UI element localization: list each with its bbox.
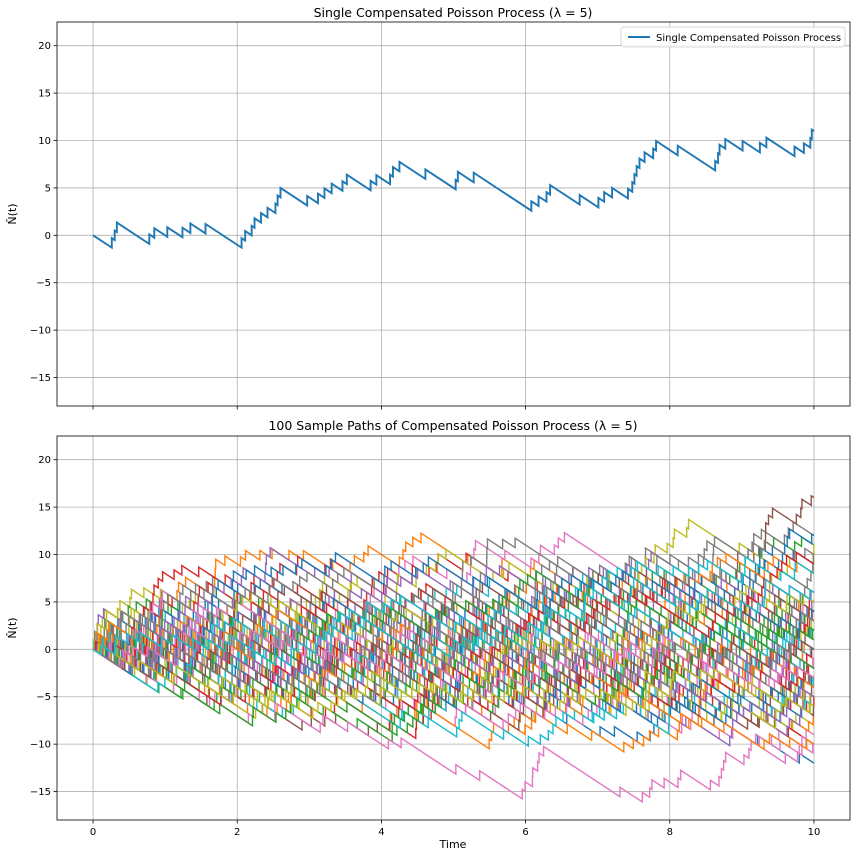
x-tick-label: 0 — [90, 827, 96, 838]
sample-path-line — [92, 599, 815, 703]
sample-path-line — [92, 648, 815, 804]
sample-path-line — [92, 555, 815, 675]
y-tick-label: 0 — [45, 645, 51, 656]
series-line — [92, 127, 815, 250]
sample-path-line — [92, 625, 815, 700]
top-series — [92, 127, 815, 250]
x-tick-label: 8 — [667, 827, 673, 838]
sample-path-line — [92, 569, 815, 661]
y-tick-label: 5 — [45, 597, 51, 608]
bottom-yticks: −15 −10 −5 0 5 10 15 20 — [30, 455, 57, 798]
bottom-plot-frame — [56, 435, 851, 821]
top-plot-frame — [56, 21, 851, 407]
y-tick-label: −15 — [30, 787, 51, 798]
x-tick-label: 4 — [378, 827, 384, 838]
sample-path-line — [92, 609, 815, 696]
y-tick-label: 0 — [45, 231, 51, 242]
x-tick-label: 6 — [522, 827, 528, 838]
y-tick-label: 10 — [38, 136, 51, 147]
sample-path-line — [92, 640, 815, 712]
top-yticks: −15 −10 −5 0 5 10 15 20 — [30, 41, 57, 384]
sample-path-line — [92, 611, 815, 703]
bottom-xlabel: Time — [439, 838, 467, 851]
top-grid — [57, 22, 850, 406]
sample-path-line — [92, 549, 815, 655]
bottom-chart-title: 100 Sample Paths of Compensated Poisson … — [268, 418, 637, 433]
sample-path-line — [92, 623, 815, 724]
top-chart-title: Single Compensated Poisson Process (λ = … — [314, 5, 593, 20]
top-ylabel: N̂(t) — [6, 203, 19, 224]
y-tick-label: 20 — [38, 455, 51, 466]
sample-path-line — [92, 618, 815, 710]
y-tick-label: 10 — [38, 550, 51, 561]
y-tick-label: −5 — [36, 278, 51, 289]
bottom-series — [92, 494, 815, 804]
sample-path-line — [92, 584, 815, 707]
sample-path-line — [92, 589, 815, 695]
sample-path-line — [92, 576, 815, 668]
legend-label: Single Compensated Poisson Process — [656, 33, 841, 44]
bottom-ylabel: N̂(t) — [6, 617, 19, 638]
legend-box — [620, 26, 846, 48]
y-tick-label: 15 — [38, 503, 51, 514]
bottom-chart: 100 Sample Paths of Compensated Poisson … — [6, 418, 851, 851]
sample-path-line — [92, 607, 815, 723]
y-tick-label: −5 — [36, 692, 51, 703]
x-tick-label: 10 — [808, 827, 821, 838]
x-tick-label: 2 — [234, 827, 240, 838]
sample-path-line — [92, 642, 815, 720]
y-tick-label: 15 — [38, 89, 51, 100]
y-tick-label: −15 — [30, 373, 51, 384]
top-xticks — [92, 406, 815, 410]
y-tick-label: −10 — [30, 740, 51, 751]
y-tick-label: 5 — [45, 183, 51, 194]
y-tick-label: 20 — [38, 41, 51, 52]
y-tick-label: −10 — [30, 326, 51, 337]
top-chart: Single Compensated Poisson Process (λ = … — [6, 5, 851, 410]
bottom-xticks: 0 2 4 6 8 10 — [90, 820, 820, 838]
top-legend: Single Compensated Poisson Process — [620, 26, 846, 48]
sample-path-line — [92, 551, 815, 681]
sample-path-line — [92, 648, 815, 724]
